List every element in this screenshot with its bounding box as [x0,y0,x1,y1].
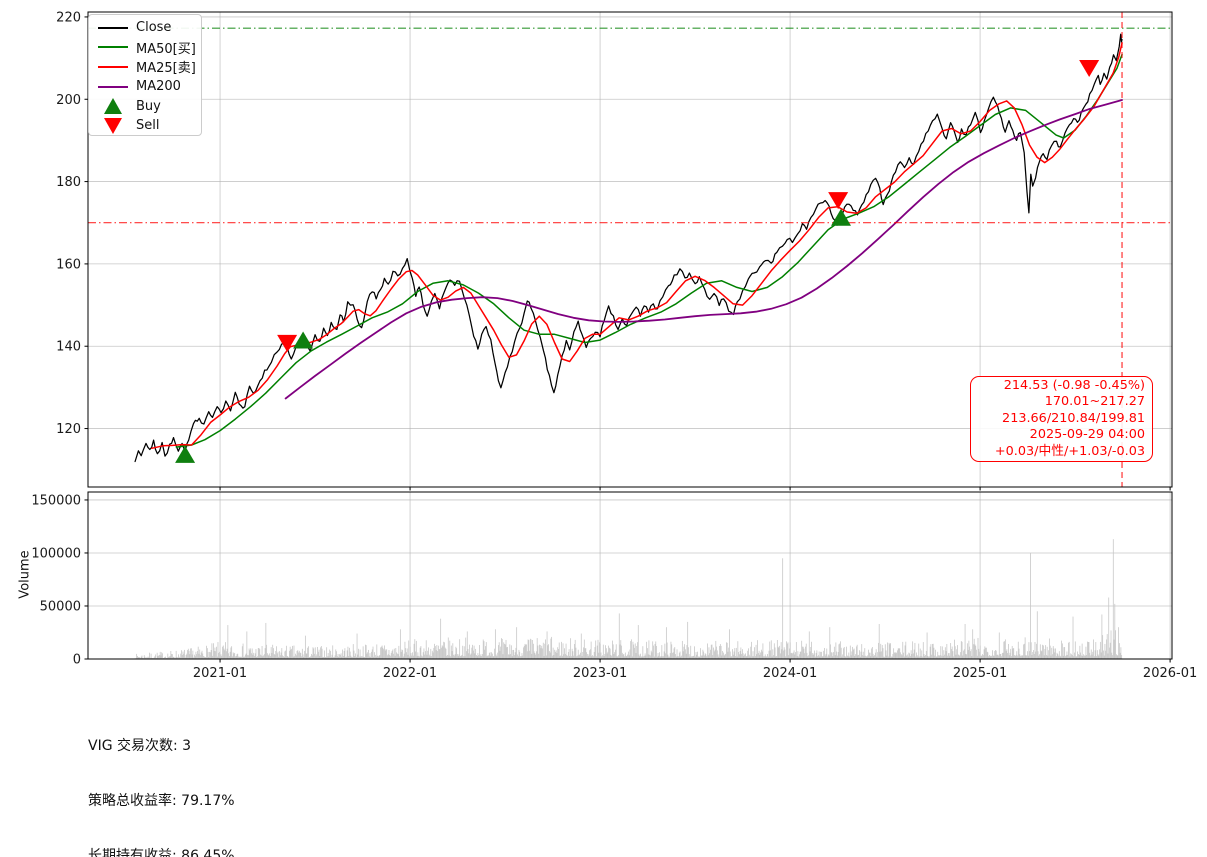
sell-triangle-icon [104,117,122,134]
tick-label: 220 [56,10,81,25]
close-line-swatch [98,26,128,29]
tick-label: 120 [56,422,81,437]
price-plot-border [87,11,1173,488]
tick-label: 2023-01 [573,666,627,681]
hold-return-line: 长期持有收益: 86.45% [88,847,235,857]
sell-marker [277,334,298,352]
tick-label: 150000 [31,493,81,508]
volume-axis-label: Volume [17,550,33,599]
legend-label: Buy [136,98,161,114]
trade-count-line: VIG 交易次数: 3 [88,738,192,755]
ma200-line [284,99,1123,400]
ma50-line-swatch [98,46,128,49]
tick-label: 2025-01 [953,666,1007,681]
chart-canvas: 120 140 160 180 200 220 0 50000 100000 150000 2021… [31,10,1197,681]
annotation-datetime: 2025-09-29 04:00 [1029,427,1145,443]
legend-item-sell: Sell [89,116,201,136]
price-annotation-box: 214.53 (-0.98 -0.45%) 170.01~217.27 213.… [970,376,1153,462]
axes: 120 140 160 180 200 220 0 50000 100000 150000 2021… [31,10,1197,681]
annotation-price-change: 214.53 (-0.98 -0.45%) [1003,378,1145,393]
annotation-signals: +0.03/中性/+1.03/-0.03 [994,443,1145,459]
tick-label: 2024-01 [763,666,817,681]
legend: Close MA50[买] MA25[卖] MA200 Buy Sell [88,14,202,136]
legend-item-ma200: MA200 [89,77,201,97]
annotation-mas: 213.66/210.84/199.81 [1002,410,1145,426]
trade-markers [175,59,1100,463]
volume-bars [134,539,1123,659]
tick-label: 140 [56,340,81,355]
ma25-line-swatch [98,65,128,68]
legend-label: MA50[买] [136,41,196,57]
legend-label: Close [136,20,172,36]
legend-item-close: Close [89,18,201,38]
tick-label: 200 [56,93,81,108]
ma50-line [175,53,1123,448]
legend-label: MA200 [136,79,181,95]
tick-label: 50000 [40,599,81,614]
buy-marker [293,331,314,349]
sell-marker [828,192,849,210]
tick-label: 160 [56,257,81,272]
buy-marker [175,445,196,463]
volume-plot-border [87,491,1173,660]
legend-label: Sell [136,118,160,134]
tick-label: 0 [73,653,81,668]
buy-triangle-icon [104,98,122,115]
ma200-line-swatch [98,85,128,88]
tick-label: 180 [56,175,81,190]
stats-block: VIG 交易次数: 3 策略总收益率: 79.17% 长期持有收益: 86.45… [88,701,558,857]
legend-item-buy: Buy [89,96,201,116]
strategy-return-line: 策略总收益率: 79.17% [88,793,235,810]
tick-label: 2022-01 [383,666,437,681]
tick-label: 2026-01 [1143,666,1197,681]
tick-label: 100000 [31,546,81,561]
legend-label: MA25[卖] [136,61,196,77]
legend-item-ma50: MA50[买] [89,38,201,58]
annotation-range: 170.01~217.27 [1044,394,1145,410]
ma25-line [150,42,1123,450]
sell-marker [1079,59,1100,77]
legend-item-ma25: MA25[卖] [89,57,201,77]
tick-label: 2021-01 [193,666,247,681]
buy-marker [831,208,852,226]
